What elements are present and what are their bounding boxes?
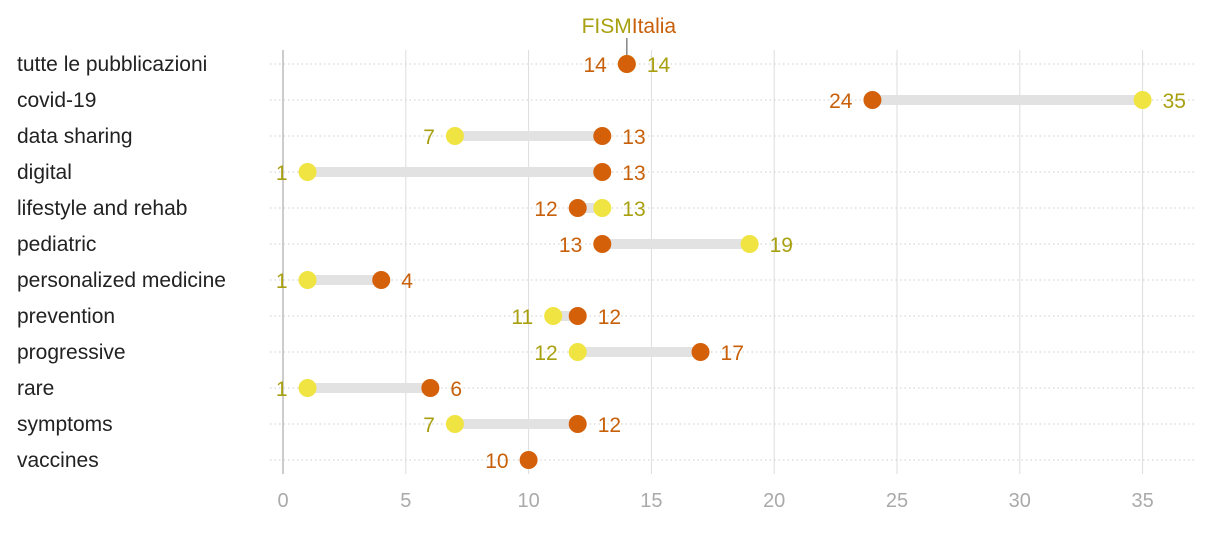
italia-value-label: 7: [423, 414, 435, 437]
fism-point: [617, 55, 636, 73]
italia-point: [1133, 91, 1152, 109]
italia-point: [544, 307, 563, 325]
italia-point: [445, 127, 464, 145]
italia-point: [298, 379, 317, 397]
fism-point: [568, 199, 587, 217]
fism-value-label: 13: [559, 234, 582, 257]
category-label: personalized medicine: [17, 269, 226, 292]
italia-value-label: 11: [511, 306, 533, 329]
fism-point: [372, 271, 391, 289]
x-tick-label: 10: [517, 490, 539, 512]
category-label: covid-19: [17, 89, 96, 112]
italia-point: [298, 271, 317, 289]
italia-point: [740, 235, 759, 253]
fism-value-label: 10: [485, 450, 508, 473]
italia-value-label: 7: [423, 126, 435, 149]
grid: [282, 50, 1144, 474]
fism-value-label: 6: [450, 378, 462, 401]
fism-value-label: 24: [829, 90, 853, 113]
fism-value-label: 17: [721, 342, 744, 365]
fism-point: [863, 91, 882, 109]
legend: FISMItalia: [582, 15, 677, 55]
x-tick-label: 30: [1009, 490, 1031, 512]
italia-value-label: 35: [1163, 90, 1186, 113]
fism-point: [691, 343, 710, 361]
fism-value-label: 13: [622, 162, 645, 185]
italia-point: [445, 415, 464, 433]
fism-point: [421, 379, 440, 397]
x-axis-ticks: 0 5 10 15 20 25 30 35: [277, 490, 1153, 512]
fism-value-label: 12: [534, 198, 557, 221]
x-tick-label: 5: [400, 490, 411, 512]
category-label: lifestyle and rehab: [17, 197, 187, 220]
fism-point: [593, 163, 612, 181]
fism-point: [593, 127, 612, 145]
legend-label: FISMItalia: [582, 15, 677, 38]
x-tick-label: 20: [763, 490, 785, 512]
italia-value-label: 13: [622, 198, 645, 221]
category-label: progressive: [17, 341, 126, 364]
x-tick-label: 15: [640, 490, 662, 512]
category-label: tutte le pubblicazioni: [17, 53, 207, 76]
italia-point: [593, 199, 612, 217]
data-points: [298, 55, 1152, 469]
fism-point: [568, 307, 587, 325]
italia-value-label: 1: [276, 378, 288, 401]
italia-value-label: 19: [770, 234, 793, 257]
x-tick-label: 35: [1131, 490, 1153, 512]
fism-value-label: 14: [583, 54, 607, 77]
italia-value-label: 1: [276, 162, 288, 185]
fism-value-label: 13: [622, 126, 645, 149]
category-label: digital: [17, 161, 72, 184]
legend-item-fism: FISM: [582, 15, 632, 38]
italia-value-label: 12: [534, 342, 557, 365]
x-tick-label: 0: [277, 490, 288, 512]
italia-value-label: 1: [276, 270, 288, 293]
fism-point: [519, 451, 538, 469]
category-label: symptoms: [17, 413, 113, 436]
italia-point: [568, 343, 587, 361]
category-label: vaccines: [17, 449, 99, 472]
italia-point: [298, 163, 317, 181]
legend-item-italia: Italia: [632, 15, 677, 38]
italia-value-label: 14: [647, 54, 671, 77]
x-tick-label: 25: [886, 490, 908, 512]
category-labels: tutte le pubblicazioni covid-19 data shari…: [17, 53, 226, 472]
fism-value-label: 4: [401, 270, 413, 293]
category-label: pediatric: [17, 233, 96, 256]
fism-value-label: 12: [598, 414, 621, 437]
fism-point: [568, 415, 587, 433]
category-label: rare: [17, 377, 54, 400]
row-guides: [270, 63, 1195, 461]
fism-point: [593, 235, 612, 253]
category-label: prevention: [17, 305, 115, 328]
category-label: data sharing: [17, 125, 133, 148]
fism-value-label: 12: [598, 306, 621, 329]
